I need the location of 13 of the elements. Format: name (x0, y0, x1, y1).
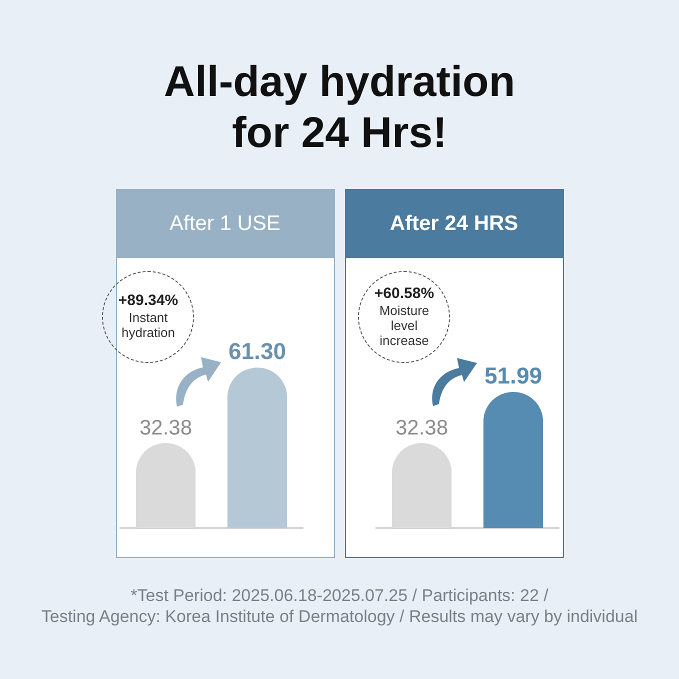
text: +89.34% (117, 292, 180, 310)
text: Testing Agency: Korea Institute of Dermatology / Results may vary by individual (40, 606, 639, 627)
text: Instant hydration (120, 310, 176, 340)
chart-subtitle: After 1 USE (170, 212, 280, 236)
chart-subtitle: After 24 HRS (390, 212, 518, 236)
text: Moisture level increase (378, 302, 430, 348)
data-label: 32.38 (394, 416, 448, 440)
data-label: 61.30 (228, 338, 286, 364)
text: +60.58% (373, 284, 436, 302)
chart-title: All-day hydration for 24 Hrs! (162, 57, 516, 159)
text: *Test Period: 2025.06.18-2025.07.25 / Participants: 22 / (130, 585, 550, 606)
data-label: 51.99 (484, 362, 542, 388)
data-label: 32.38 (138, 416, 192, 440)
